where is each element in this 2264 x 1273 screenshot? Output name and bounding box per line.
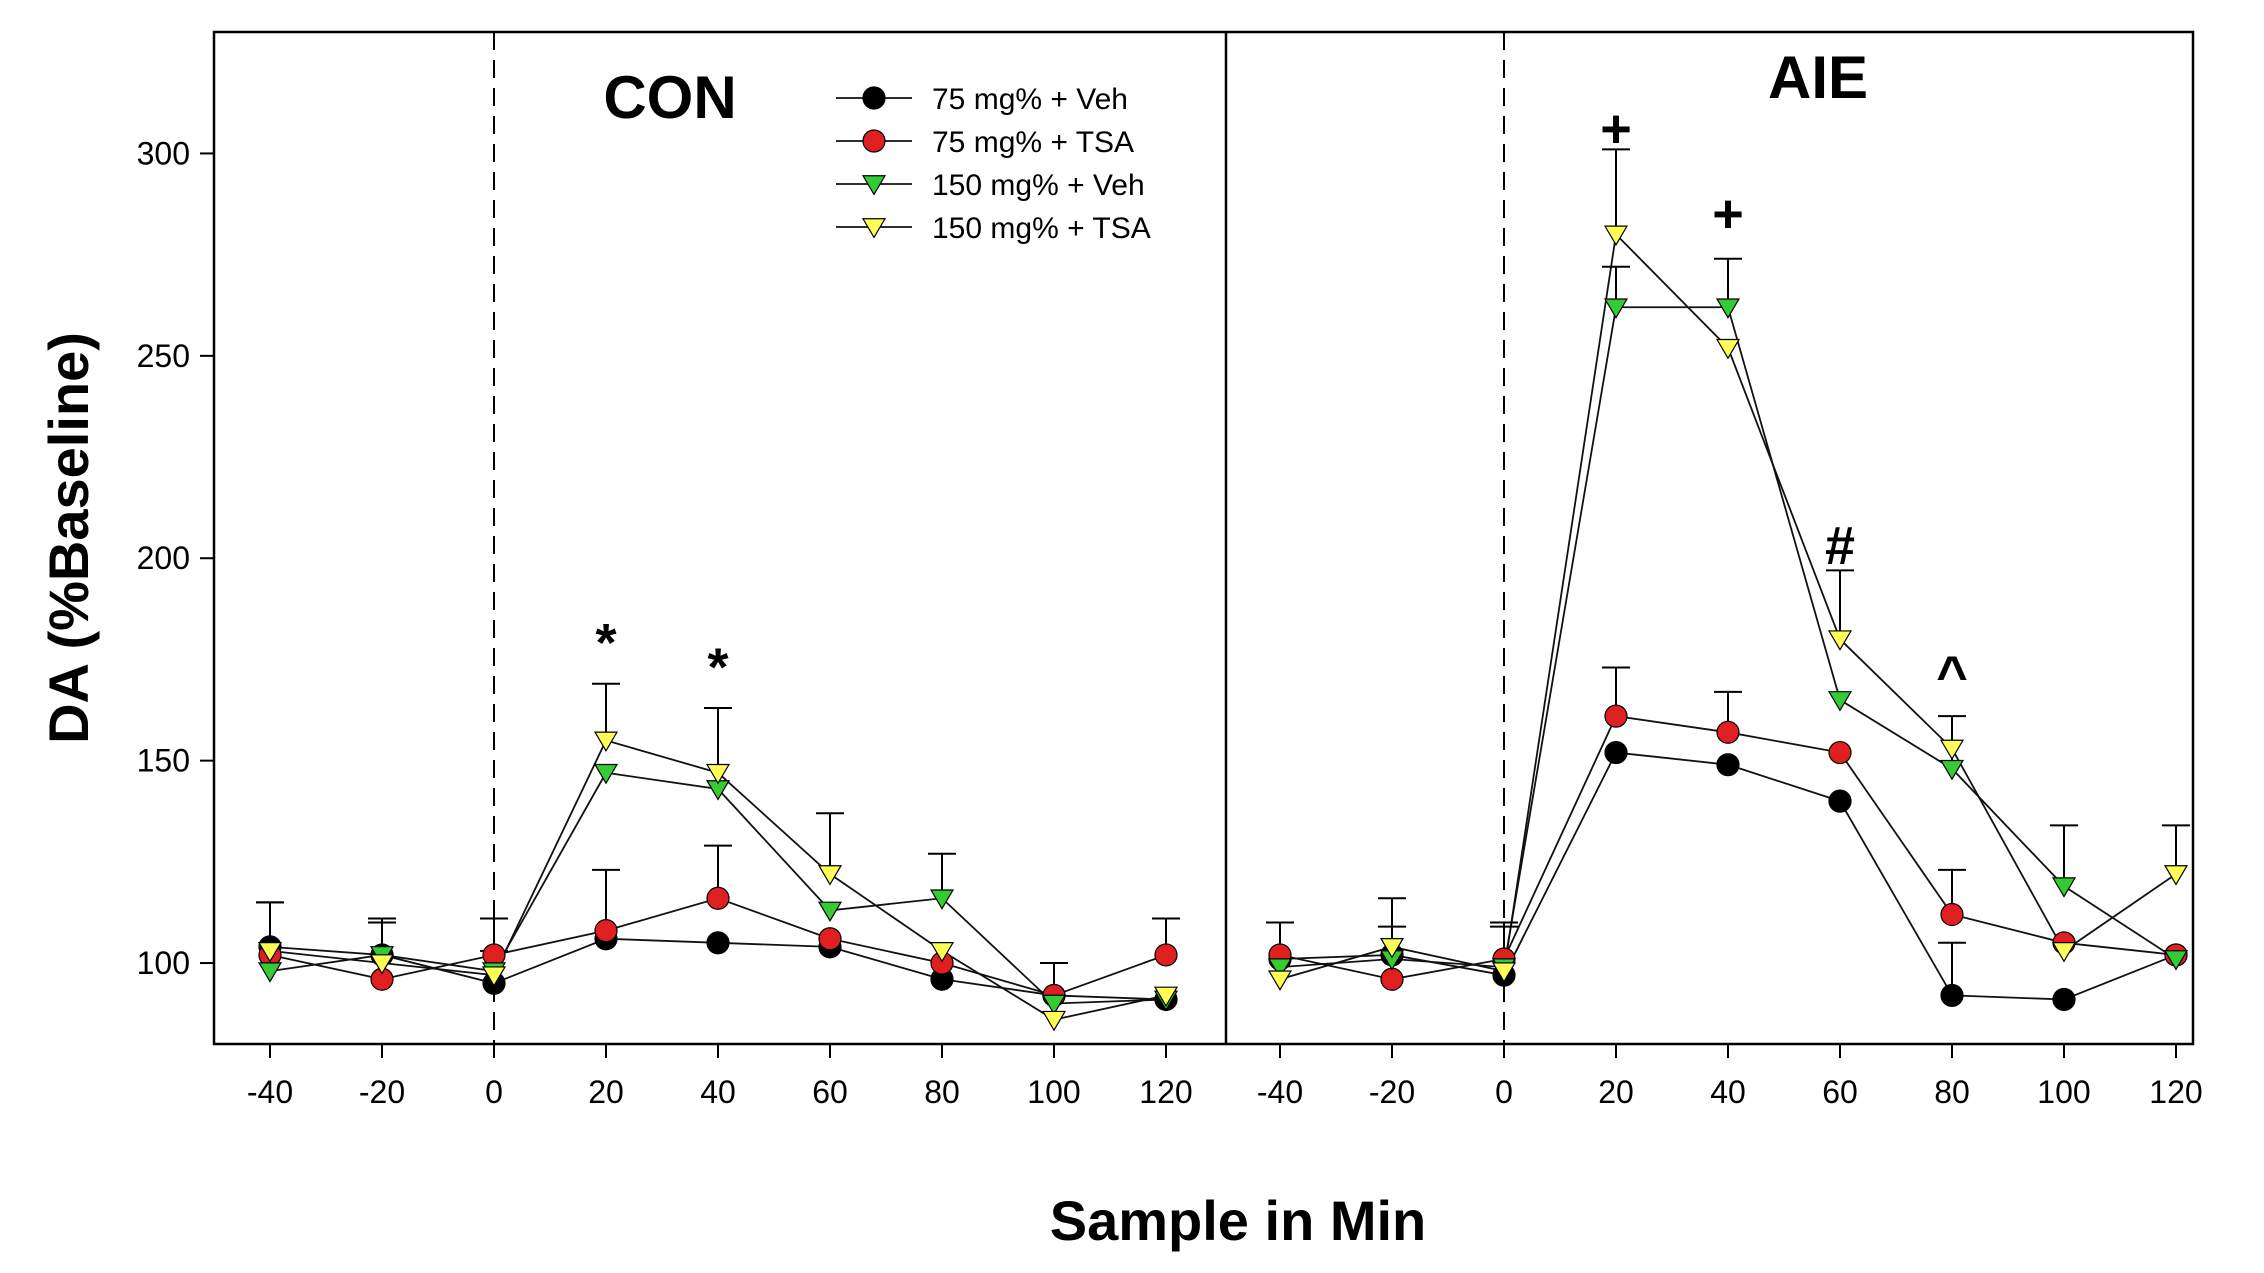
y-tick-label: 250 — [137, 338, 190, 374]
x-tick-label: -20 — [359, 1074, 405, 1110]
x-tick-label: 120 — [2149, 1074, 2202, 1110]
data-point — [1716, 753, 1740, 777]
data-point — [1716, 720, 1740, 744]
x-tick-label: 80 — [1934, 1074, 1970, 1110]
data-point — [706, 886, 730, 910]
data-point — [593, 763, 619, 785]
data-point — [818, 927, 842, 951]
x-tick-label: 20 — [1598, 1074, 1634, 1110]
legend-label: 75 mg% + TSA — [932, 126, 1134, 159]
y-axis-title: DA (%Baseline) — [37, 332, 100, 744]
significance-annotations: * * + + # ^ — [595, 99, 1967, 705]
data-point — [705, 763, 731, 785]
series-markers — [257, 225, 2189, 1032]
x-tick-label: -40 — [1257, 1074, 1303, 1110]
x-axis-title: Sample in Min — [1050, 1189, 1427, 1252]
legend-label: 150 mg% + Veh — [932, 169, 1145, 202]
data-point — [257, 942, 283, 963]
data-point — [1491, 962, 1517, 983]
y-tick-label: 200 — [137, 540, 190, 576]
x-tick-label: 120 — [1139, 1074, 1192, 1110]
significance-marker: ^ — [1936, 646, 1968, 706]
data-point — [369, 954, 395, 975]
y-tick-label: 150 — [137, 743, 190, 779]
data-point — [1604, 704, 1628, 728]
data-point — [817, 901, 843, 923]
x-tick-label: -20 — [1369, 1074, 1415, 1110]
legend-label: 150 mg% + TSA — [932, 212, 1151, 245]
data-point — [706, 931, 730, 955]
x-tick-label: 20 — [588, 1074, 624, 1110]
significance-marker: * — [595, 613, 616, 673]
data-point — [1153, 986, 1179, 1008]
significance-marker: + — [1712, 184, 1744, 244]
data-point — [1715, 338, 1741, 360]
data-point — [1827, 630, 1853, 651]
data-point — [1041, 994, 1067, 1016]
data-point — [1603, 298, 1629, 319]
data-point — [1828, 789, 1852, 813]
data-point — [1604, 740, 1628, 765]
data-point — [2163, 865, 2189, 886]
data-point — [1715, 298, 1741, 319]
data-point — [929, 942, 955, 963]
data-point — [1939, 759, 1965, 781]
data-point — [1041, 1010, 1067, 1032]
x-tick-label: 40 — [1710, 1074, 1746, 1110]
series-lines — [269, 232, 2177, 1021]
data-point — [1379, 937, 1405, 959]
data-point — [1603, 225, 1629, 247]
legend-marker — [861, 218, 887, 239]
data-point — [929, 889, 955, 910]
data-point — [1827, 691, 1853, 712]
error-bars — [256, 148, 2190, 996]
y-tick-label: 300 — [137, 135, 190, 171]
x-tick-label: 60 — [1822, 1074, 1858, 1110]
significance-marker: * — [707, 638, 728, 698]
x-tick-label: 0 — [1495, 1074, 1513, 1110]
legend-marker — [861, 175, 887, 196]
data-point — [2163, 950, 2189, 971]
data-point — [1828, 740, 1852, 765]
data-point — [1939, 739, 1965, 761]
data-point — [1380, 967, 1404, 991]
y-tick-label: 100 — [137, 945, 190, 981]
significance-marker: # — [1825, 516, 1855, 576]
data-point — [1267, 958, 1293, 979]
series-line — [1279, 306, 2177, 969]
legend-label: 75 mg% + Veh — [932, 83, 1128, 116]
data-point — [593, 731, 619, 753]
x-tick-label: 80 — [924, 1074, 960, 1110]
significance-marker: + — [1600, 99, 1632, 159]
data-point — [594, 919, 618, 943]
x-tick-label: 100 — [1027, 1074, 1080, 1110]
plot-frame — [212, 30, 2195, 1046]
data-point — [1940, 983, 1964, 1008]
series-line — [1279, 751, 2177, 1001]
x-tick-label: 40 — [700, 1074, 736, 1110]
legend-marker — [862, 86, 886, 110]
data-point — [2051, 877, 2077, 898]
x-tick-label: 100 — [2037, 1074, 2090, 1110]
panel-title-aie: AIE — [1768, 44, 1868, 111]
legend-marker — [862, 129, 886, 153]
x-tick-label: 60 — [812, 1074, 848, 1110]
data-point — [2051, 942, 2077, 963]
data-point — [257, 962, 283, 983]
data-point — [2052, 987, 2076, 1012]
data-point — [481, 966, 507, 987]
data-point — [817, 865, 843, 886]
panel-title-con: CON — [603, 64, 736, 131]
x-tick-label: -40 — [247, 1074, 293, 1110]
x-tick-label: 0 — [485, 1074, 503, 1110]
data-point — [1267, 970, 1293, 991]
legend: 75 mg% + Veh 75 mg% + TSA 150 mg% + Veh 150… — [836, 83, 1151, 245]
data-point — [1154, 943, 1178, 967]
data-point — [1940, 902, 1964, 927]
